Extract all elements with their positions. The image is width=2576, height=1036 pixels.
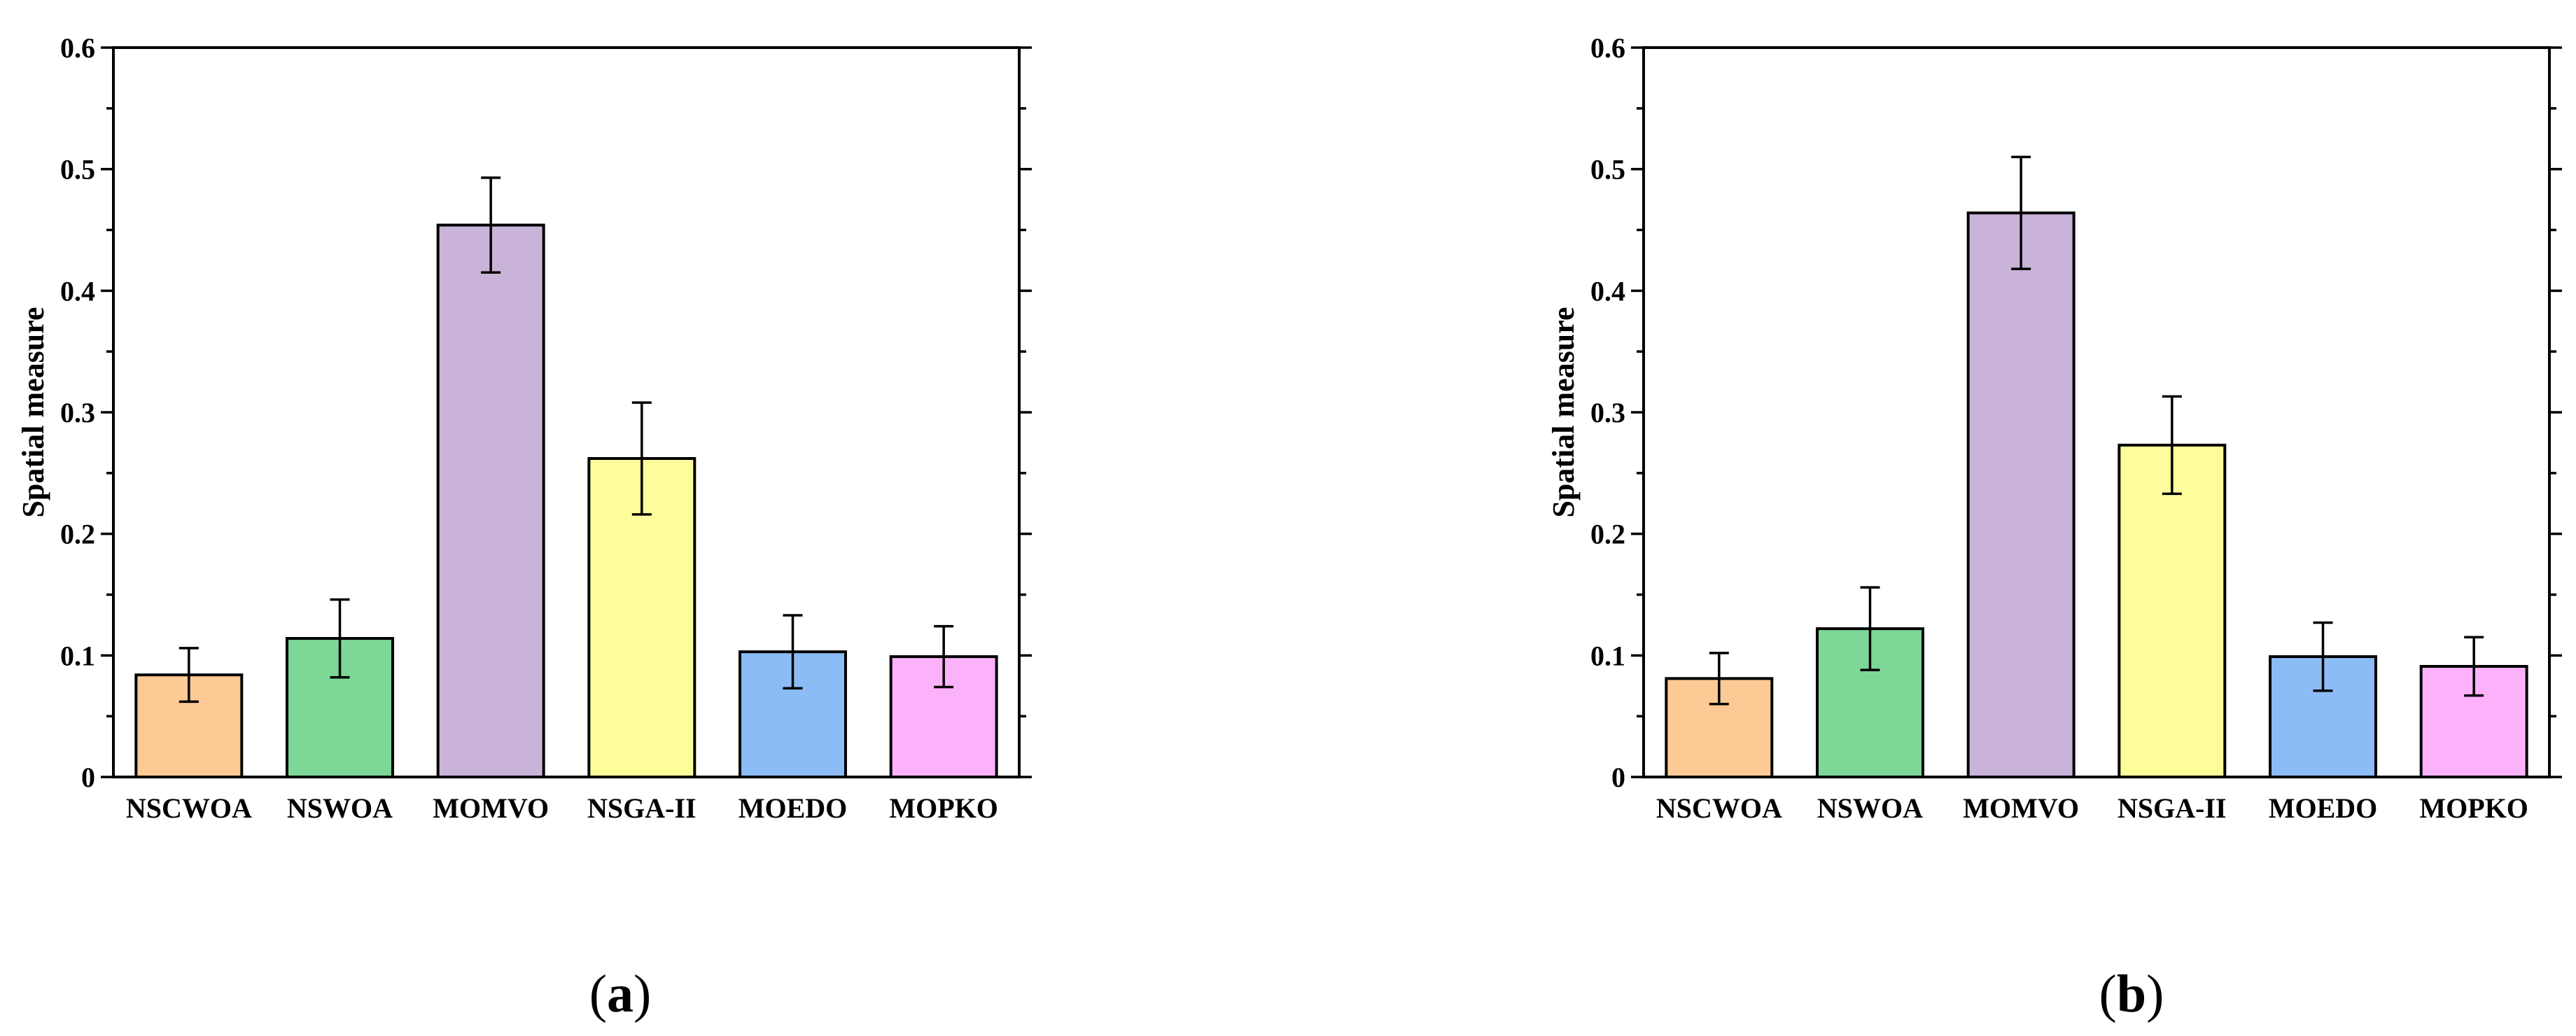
x-category-label: NSCWOA: [126, 792, 252, 824]
x-category-label: MOMVO: [1963, 792, 2079, 824]
chart-panel-a: 0 0.1 0.2 0.3 0.4 0.5 0.6 Spatial measure NSCWOA…: [16, 32, 1032, 1023]
y-tick-label: 0.6: [1590, 32, 1625, 64]
y-tick-label: 0.3: [60, 397, 95, 428]
error-bar-mopko: [934, 624, 954, 689]
error-bar-momvo: [2011, 155, 2031, 270]
error-bar-nscwoa: [178, 647, 199, 704]
y-tick-label: 0.1: [60, 640, 95, 671]
y-axis-label: Spatial measure: [16, 307, 50, 517]
y-tick-label: 0.4: [60, 275, 95, 307]
y-tick-label: 0.2: [1590, 519, 1625, 550]
x-category-label: MOMVO: [433, 792, 549, 824]
x-category-label: NSCWOA: [1656, 792, 1782, 824]
x-category-label: MOPKO: [889, 792, 998, 824]
x-category-label: NSWOA: [287, 792, 393, 824]
y-tick-label: 0.4: [1590, 275, 1625, 307]
x-category-label: NSGA-II: [587, 792, 696, 824]
x-category-label: MOEDO: [738, 792, 848, 824]
bar-nsga-ii: [2118, 443, 2227, 778]
chart-panel-b: 0 0.1 0.2 0.3 0.4 0.5 0.6 Spatial measure NSCWOA…: [1546, 32, 2562, 1023]
error-bar-nsga-ii: [631, 401, 652, 516]
panel-caption-letter: a: [607, 965, 634, 1023]
error-bar-momvo: [481, 176, 501, 274]
bar-momvo: [436, 223, 545, 778]
x-category-label: NSWOA: [1817, 792, 1923, 824]
y-tick-label: 0.5: [1590, 154, 1625, 186]
x-category-label: MOPKO: [2419, 792, 2528, 824]
plot-frame: [1642, 46, 2551, 778]
y-tick-label: 0: [1611, 762, 1625, 793]
error-bar-moedo: [2313, 621, 2333, 692]
error-bar-nscwoa: [1709, 652, 1729, 706]
x-category-label: MOEDO: [2269, 792, 2378, 824]
panel-caption: (a): [589, 965, 652, 1023]
y-tick-label: 0.3: [1590, 397, 1625, 428]
y-tick-label: 0.6: [60, 32, 95, 64]
error-bar-mopko: [2464, 636, 2484, 697]
y-axis-label: Spatial measure: [1546, 307, 1581, 517]
y-tick-label: 0.1: [1590, 640, 1625, 671]
error-bar-nsga-ii: [2162, 395, 2182, 496]
x-category-label: NSGA-II: [2118, 792, 2227, 824]
error-bar-moedo: [783, 614, 803, 690]
bar-momvo: [1966, 211, 2076, 779]
plot-frame: [112, 46, 1021, 778]
error-bar-nswoa: [1860, 586, 1880, 671]
y-tick-label: 0.2: [60, 519, 95, 550]
error-bar-nswoa: [330, 598, 350, 679]
y-tick-label: 0: [81, 762, 95, 793]
panel-caption: (b): [2099, 965, 2164, 1023]
y-tick-label: 0.5: [60, 154, 95, 186]
panel-caption-letter: b: [2117, 965, 2146, 1023]
